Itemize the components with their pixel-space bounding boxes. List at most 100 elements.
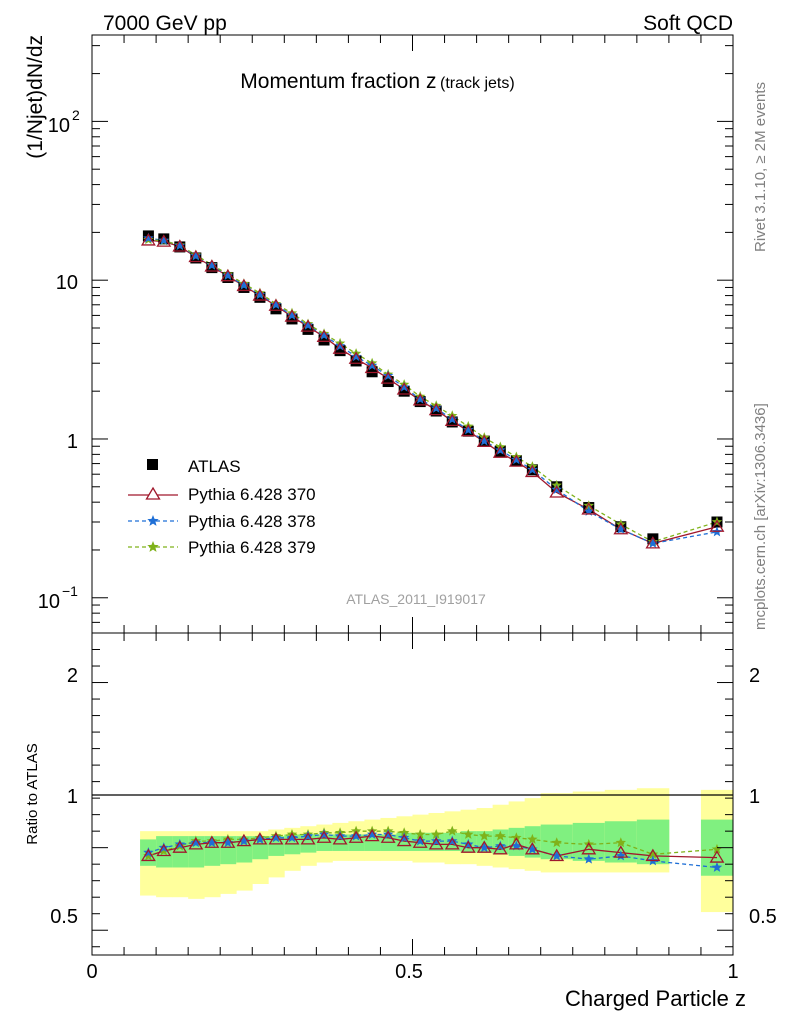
ratio-plot-panel: Ratio to ATLAS 0.5 1 2 0.5 1 2 0 0.5 1 C… <box>24 632 777 1011</box>
p378-point <box>430 402 442 413</box>
ratio-p378-point <box>430 835 442 846</box>
ratio-p370-point <box>156 843 172 857</box>
p370-point <box>428 402 444 416</box>
ratio-p378-point <box>158 842 170 853</box>
ratio-p378-point <box>143 847 154 858</box>
ratio-p379-point <box>414 828 426 839</box>
legend: ATLAS Pythia 6.428 370 Pythia 6.428 378 … <box>128 457 316 557</box>
p378-point <box>206 259 218 270</box>
legend-marker-p379 <box>147 541 159 552</box>
ratio-p378-point <box>206 837 218 848</box>
ratio-p379-point <box>463 828 474 839</box>
ratio-p370-point <box>613 845 629 858</box>
y-axis-label: (1/Njet)dN/dz <box>24 35 47 159</box>
p378-point <box>254 289 266 300</box>
ratio-p379-point <box>158 845 170 856</box>
legend-label-p370: Pythia 6.428 370 <box>188 485 316 504</box>
p370-point <box>140 233 156 246</box>
p370-point <box>645 536 661 549</box>
ratio-p378-point <box>238 835 250 846</box>
ratio-p378-point <box>174 838 186 849</box>
ratio-p378-point <box>366 828 378 839</box>
ratio-y-tick-label-0.5: 0.5 <box>50 906 78 928</box>
p378-point <box>238 279 250 290</box>
p378-point <box>447 413 458 424</box>
p370-point <box>364 360 380 374</box>
chart-title-symbol: z <box>426 70 437 93</box>
legend-label-p378: Pythia 6.428 378 <box>188 512 316 531</box>
p378-point <box>527 464 538 475</box>
p378-point <box>398 381 410 392</box>
ratio-p378-point <box>447 835 458 846</box>
atlas-data-point <box>350 355 362 367</box>
ratio-y-tick-label-2: 2 <box>67 665 78 687</box>
p370-point <box>492 445 508 458</box>
legend-label-atlas: ATLAS <box>188 457 241 476</box>
p378-point <box>463 424 474 435</box>
chart-title: Momentum fraction <box>240 70 420 93</box>
legend-marker-atlas <box>147 459 158 470</box>
p370-point <box>709 519 725 532</box>
ratio-p370-point <box>581 842 597 855</box>
p370-point <box>236 278 252 292</box>
ratio-y-axis-label: Ratio to ATLAS <box>24 743 41 844</box>
ratio-p378-point <box>334 830 346 841</box>
legend-entry-p370: Pythia 6.428 370 <box>128 485 316 504</box>
p370-point <box>252 288 268 301</box>
ratio-p370-point <box>300 832 316 845</box>
legend-marker-p378 <box>147 515 159 526</box>
atlas-data-point <box>302 323 314 335</box>
atlas-data-point <box>254 291 266 303</box>
legend-entry-atlas: ATLAS <box>147 457 241 476</box>
y-tick-label-100: 10 <box>48 115 70 137</box>
p370-point <box>268 298 284 311</box>
ratio-p370-point <box>460 840 476 853</box>
ratio-p379-point <box>615 837 627 848</box>
ratio-p378-point <box>302 830 314 841</box>
p370-point <box>524 464 540 478</box>
ratio-p370-point <box>549 848 565 862</box>
ratio-p370-point <box>492 842 508 855</box>
ratio-p370-point <box>524 842 540 855</box>
ratio-p378-point <box>350 830 362 841</box>
ratio-p378-point <box>511 840 522 851</box>
ratio-p370-point <box>412 835 428 848</box>
x-tick-label-0: 0 <box>86 961 97 983</box>
p370-point <box>508 454 524 467</box>
ratio-p379-point <box>711 843 723 854</box>
p378-point <box>414 393 426 404</box>
process-label: Soft QCD <box>643 12 733 35</box>
p370-point <box>613 522 629 535</box>
p370-point <box>220 268 236 282</box>
p370-point <box>348 351 364 364</box>
legend-label-p379: Pythia 6.428 379 <box>188 538 316 557</box>
p370-point <box>476 434 492 447</box>
ratio-p370-point <box>188 837 204 850</box>
atlas-data-point <box>270 303 282 315</box>
y-tick-label-1: 1 <box>67 431 78 453</box>
main-plot-panel: Momentum fraction z (track jets) ATLAS_2… <box>24 34 734 634</box>
ratio-p379-point <box>551 837 562 848</box>
ratio-p370-point <box>709 850 725 863</box>
ratio-p370-point <box>332 832 348 845</box>
legend-marker-p370 <box>145 486 161 500</box>
chart-title-subscript: (track jets) <box>440 75 515 92</box>
atlas-data-point <box>366 366 378 378</box>
atlas-data-point <box>334 345 346 357</box>
p378-point <box>334 340 346 351</box>
ratio-p370-point <box>220 835 236 848</box>
p378-point <box>366 360 378 370</box>
p378-point <box>318 329 330 340</box>
p370-point <box>332 341 348 354</box>
ratio-p378-point <box>270 832 282 843</box>
p370-point <box>300 319 316 332</box>
p370-point <box>284 309 300 322</box>
p378-point <box>174 240 186 251</box>
p378-point <box>270 299 282 310</box>
p370-point <box>444 413 460 427</box>
atlas-data-point <box>430 405 442 417</box>
p370-point <box>549 485 565 498</box>
y-tick-label-10: 10 <box>56 272 78 294</box>
x-tick-label-1: 1 <box>727 961 738 983</box>
ratio-p370-point <box>396 833 412 847</box>
